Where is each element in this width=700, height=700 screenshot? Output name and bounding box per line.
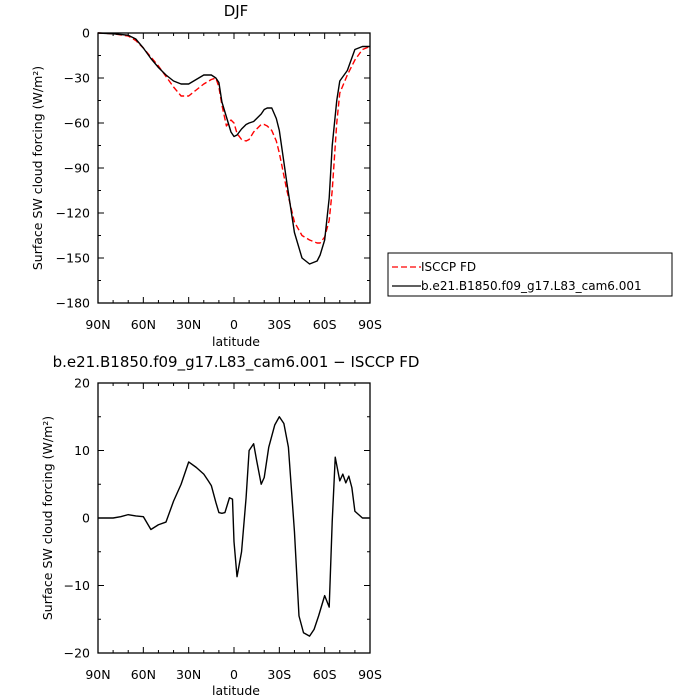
bottom-ytick-label: 0 xyxy=(82,511,90,526)
top-xtick-label: 90N xyxy=(85,317,110,332)
bottom-series-series-line xyxy=(98,416,370,637)
top-x-axis-label: latitude xyxy=(212,334,260,349)
top-series-isccp-fd-line xyxy=(97,32,371,244)
bottom-xtick-label: 90S xyxy=(358,667,382,682)
top-y-axis-label: Surface SW cloud forcing (W/m²) xyxy=(30,66,45,270)
top-ytick-label: −60 xyxy=(64,116,90,131)
bottom-ytick-label: −20 xyxy=(64,646,90,661)
top-ytick-label: −150 xyxy=(56,251,90,266)
top-xtick-label: 30S xyxy=(267,317,291,332)
top-ytick-label: −30 xyxy=(64,71,90,86)
top-ytick-label: −120 xyxy=(56,206,90,221)
bottom-xtick-label: 30S xyxy=(267,667,291,682)
top-xtick-label: 0 xyxy=(230,317,238,332)
bottom-xtick-label: 0 xyxy=(230,667,238,682)
top-tick-labels: 90N 60N 30N 0 30S 60S 90S 0 −30 −60 −90 −120 −150 −18… xyxy=(56,26,382,333)
top-ytick-label: −90 xyxy=(64,161,90,176)
bottom-panel: b.e21.B1850.f09_g17.L83_cam6.001 − ISCCP… xyxy=(40,353,419,698)
bottom-ytick-label: −10 xyxy=(64,578,90,593)
top-ytick-label: 0 xyxy=(82,26,90,41)
bottom-ticks xyxy=(97,382,371,654)
top-xtick-label: 90S xyxy=(358,317,382,332)
legend-label-model: b.e21.B1850.f09_g17.L83_cam6.001 xyxy=(421,279,642,293)
bottom-chart-title: b.e21.B1850.f09_g17.L83_cam6.001 − ISCCP… xyxy=(53,353,420,372)
top-series xyxy=(97,32,371,265)
top-series-b-e21-b1850-f09-g17-l83-cam6-001-line xyxy=(97,32,370,265)
top-ticks xyxy=(97,32,371,304)
bottom-series xyxy=(98,416,370,637)
bottom-ytick-label: 10 xyxy=(74,443,90,458)
top-xtick-label: 60S xyxy=(313,317,337,332)
bottom-plot-frame xyxy=(97,382,371,654)
bottom-x-axis-label: latitude xyxy=(212,683,260,698)
legend: ISCCP FD b.e21.B1850.f09_g17.L83_cam6.00… xyxy=(387,252,673,297)
legend-label-isccp: ISCCP FD xyxy=(421,260,476,274)
top-xtick-label: 30N xyxy=(176,317,201,332)
top-xtick-label: 60N xyxy=(131,317,156,332)
top-ytick-label: −180 xyxy=(56,296,90,311)
top-panel: DJF 90N 60N 30N 0 30S 60S 90S 0 −30 −60 −90 −120 −15… xyxy=(30,2,673,349)
bottom-ytick-label: 20 xyxy=(74,376,90,391)
bottom-xtick-label: 90N xyxy=(85,667,110,682)
legend-box xyxy=(387,252,673,297)
bottom-y-axis-label: Surface SW cloud forcing (W/m²) xyxy=(40,416,55,620)
bottom-xtick-label: 60S xyxy=(313,667,337,682)
bottom-tick-labels: 90N 60N 30N 0 30S 60S 90S 20 10 0 −10 −20 xyxy=(64,376,382,683)
bottom-xtick-label: 30N xyxy=(176,667,201,682)
top-chart-title: DJF xyxy=(224,2,249,20)
top-plot-frame xyxy=(97,32,371,304)
bottom-xtick-label: 60N xyxy=(131,667,156,682)
